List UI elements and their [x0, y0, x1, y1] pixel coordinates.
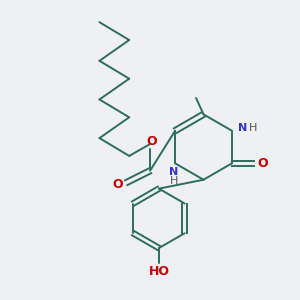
- Text: H: H: [248, 123, 257, 133]
- Text: O: O: [112, 178, 123, 191]
- Text: N: N: [169, 167, 178, 177]
- Text: H: H: [169, 176, 178, 186]
- Text: O: O: [146, 135, 157, 148]
- Text: HO: HO: [148, 266, 170, 278]
- Text: O: O: [257, 157, 268, 170]
- Text: N: N: [238, 123, 248, 133]
